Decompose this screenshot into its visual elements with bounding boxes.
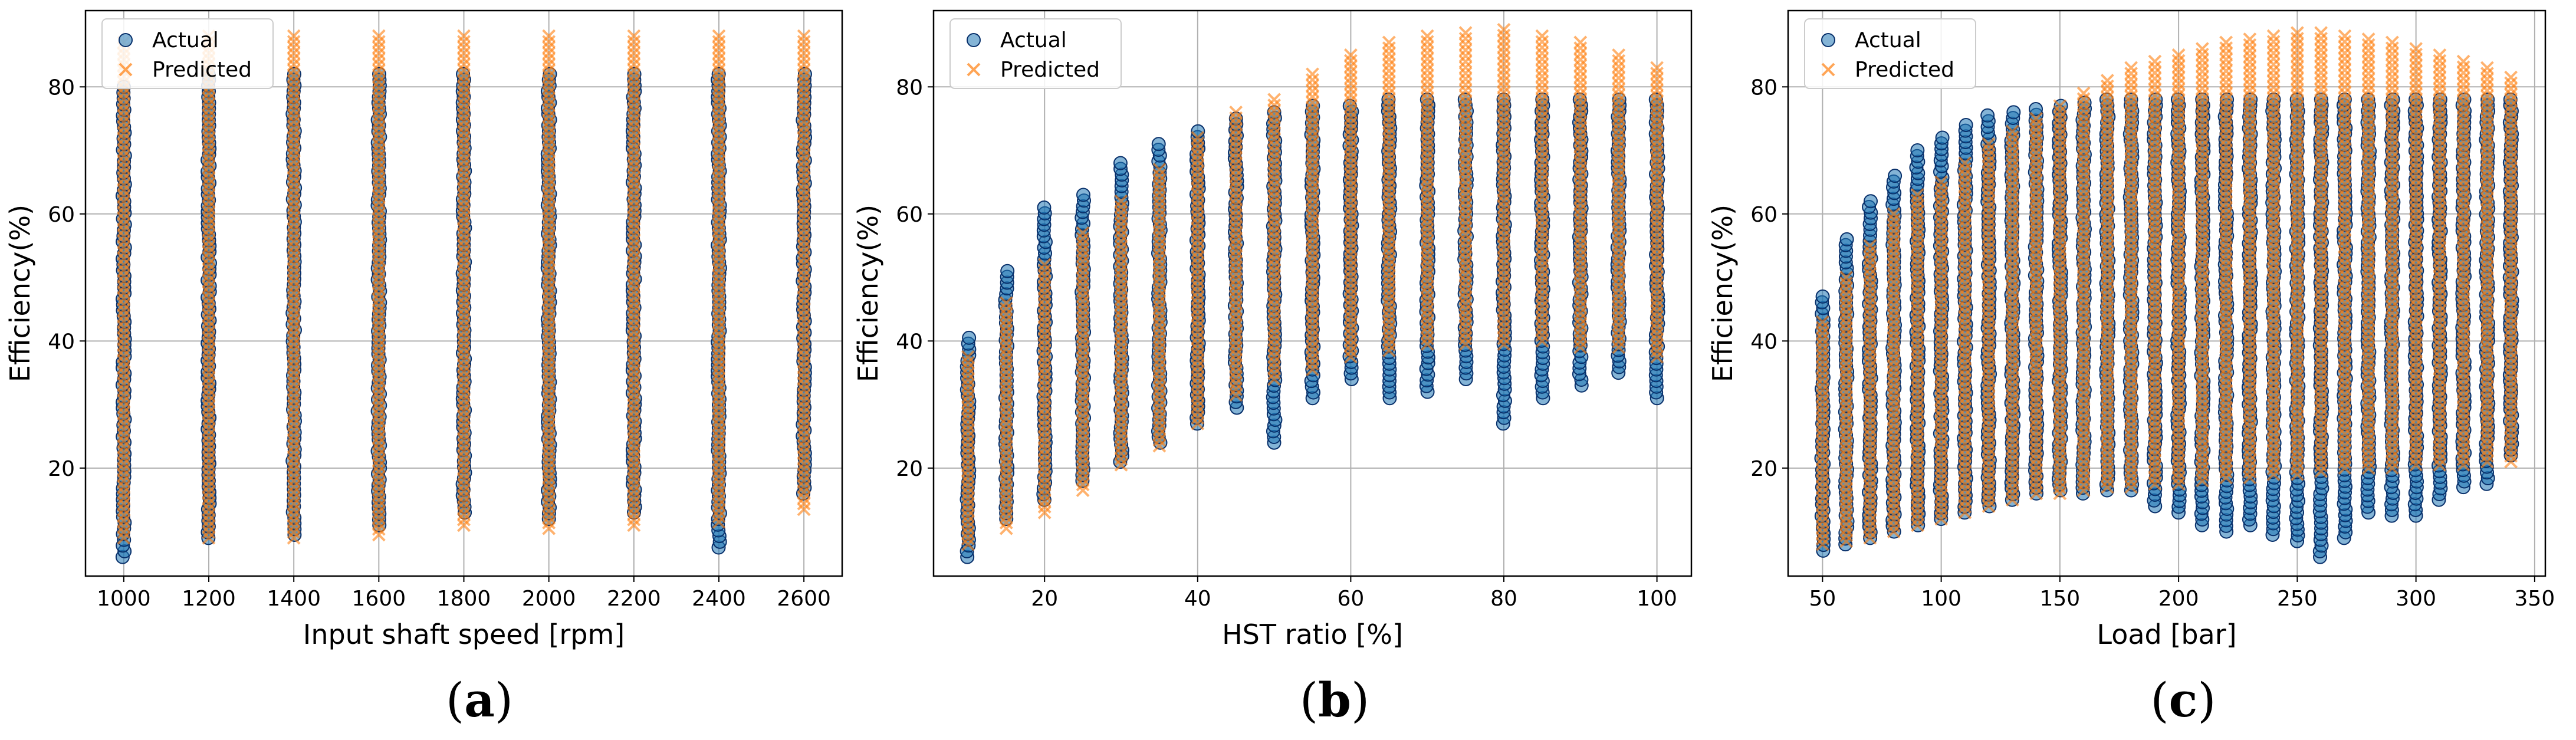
actual-point	[2007, 106, 2020, 119]
x-tick-label: 1800	[437, 587, 491, 611]
x-tick-label: 2400	[692, 587, 746, 611]
y-tick-label: 60	[48, 203, 75, 227]
y-tick-label: 40	[896, 330, 923, 354]
x-tick-label: 20	[1031, 587, 1058, 611]
legend-predicted-label: Predicted	[1000, 58, 1100, 82]
actual-point	[1152, 137, 1165, 150]
x-tick-label: 40	[1184, 587, 1211, 611]
legend-actual-marker	[119, 34, 132, 47]
x-tick-label: 60	[1337, 587, 1364, 611]
legend-actual-label: Actual	[1000, 28, 1067, 52]
actual-point	[1888, 169, 1901, 182]
actual-point	[1816, 290, 1829, 303]
legend-predicted-label: Predicted	[152, 58, 252, 82]
x-axis-label: HST ratio [%]	[1222, 619, 1403, 650]
x-tick-label: 2200	[607, 587, 661, 611]
y-axis-label: Efficiency(%)	[4, 205, 36, 382]
actual-point	[1077, 188, 1090, 201]
y-tick-label: 40	[48, 330, 75, 354]
x-tick-label: 1400	[267, 587, 321, 611]
actual-point	[1864, 195, 1877, 208]
actual-point	[1936, 131, 1949, 144]
x-tick-label: 80	[1490, 587, 1517, 611]
y-tick-label: 20	[48, 457, 75, 481]
y-tick-label: 20	[896, 457, 923, 481]
y-tick-label: 80	[48, 75, 75, 100]
actual-point	[1981, 109, 1994, 122]
actual-point	[1001, 265, 1014, 278]
panel-b-chart: 20 40 60 80 100 20 40 60 80 HST ratio [%] Efficien…	[852, 11, 1691, 650]
actual-point	[1037, 201, 1050, 214]
actual-point	[1911, 144, 1924, 157]
x-tick-label: 1000	[97, 587, 151, 611]
x-tick-label: 100	[1637, 587, 1677, 611]
actual-point	[1960, 119, 1973, 131]
actual-point	[1114, 157, 1127, 170]
legend-actual-label: Actual	[152, 28, 219, 52]
y-tick-label: 80	[896, 75, 923, 100]
legend-actual-marker	[967, 34, 980, 47]
y-axis-label: Efficiency(%)	[852, 205, 884, 382]
actual-point	[1841, 233, 1854, 246]
x-tick-label: 1600	[352, 587, 406, 611]
x-tick-label: 1200	[182, 587, 236, 611]
actual-point	[962, 331, 975, 344]
x-tick-label: 2600	[777, 587, 831, 611]
panel-a-chart: 1000 1200 1400 1600 1800 2000 2200 2400 2600 20 40…	[4, 11, 842, 650]
x-tick-label: 2000	[522, 587, 576, 611]
x-axis-label: Input shaft speed [rpm]	[303, 619, 625, 650]
y-tick-label: 60	[896, 203, 923, 227]
